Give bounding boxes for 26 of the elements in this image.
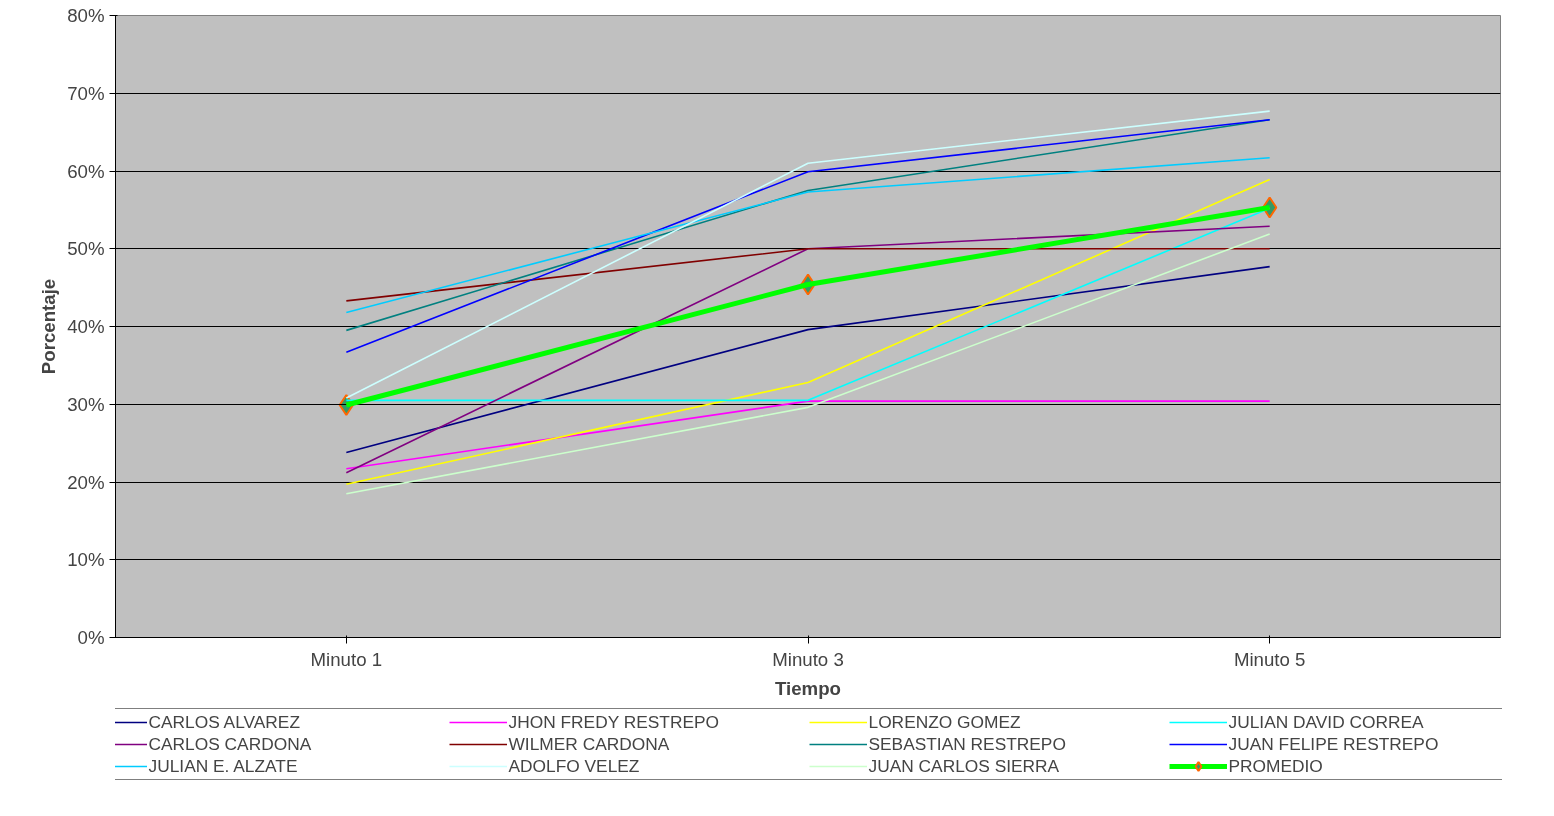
legend-label: PROMEDIO — [1228, 755, 1324, 777]
y-tick-label: 50% — [67, 238, 105, 260]
legend-label: CARLOS CARDONA — [148, 733, 313, 755]
legend-label: JUAN FELIPE RESTREPO — [1228, 733, 1440, 755]
legend-label: JULIAN E. ALZATE — [148, 755, 299, 777]
y-tick-label: 80% — [67, 5, 105, 26]
legend-label: WILMER CARDONA — [508, 733, 671, 755]
legend-label: SEBASTIAN RESTREPO — [868, 733, 1067, 755]
legend-label: LORENZO GOMEZ — [868, 711, 1022, 733]
y-tick-label: 0% — [77, 627, 105, 648]
x-tick-label: Minuto 3 — [772, 648, 844, 670]
y-tick-label: 70% — [67, 82, 105, 104]
legend-label: ADOLFO VELEZ — [508, 755, 641, 777]
x-tick-label: Minuto 5 — [1233, 648, 1306, 670]
x-tick-label: Minuto 1 — [310, 648, 383, 670]
y-axis-title: Porcentaje — [38, 278, 60, 375]
y-tick-label: 20% — [67, 471, 105, 493]
y-tick-label: 10% — [67, 549, 105, 571]
legend-label: JULIAN DAVID CORREA — [1228, 711, 1425, 733]
legend-label: JHON FREDY RESTREPO — [508, 711, 721, 733]
y-tick-label: 60% — [67, 160, 105, 182]
legend-label: JUAN CARLOS SIERRA — [868, 755, 1061, 777]
y-tick-label: 30% — [67, 393, 105, 415]
legend-label: CARLOS ALVAREZ — [148, 711, 301, 733]
y-tick-label: 40% — [67, 316, 105, 337]
x-axis-title: Tiempo — [775, 677, 841, 699]
